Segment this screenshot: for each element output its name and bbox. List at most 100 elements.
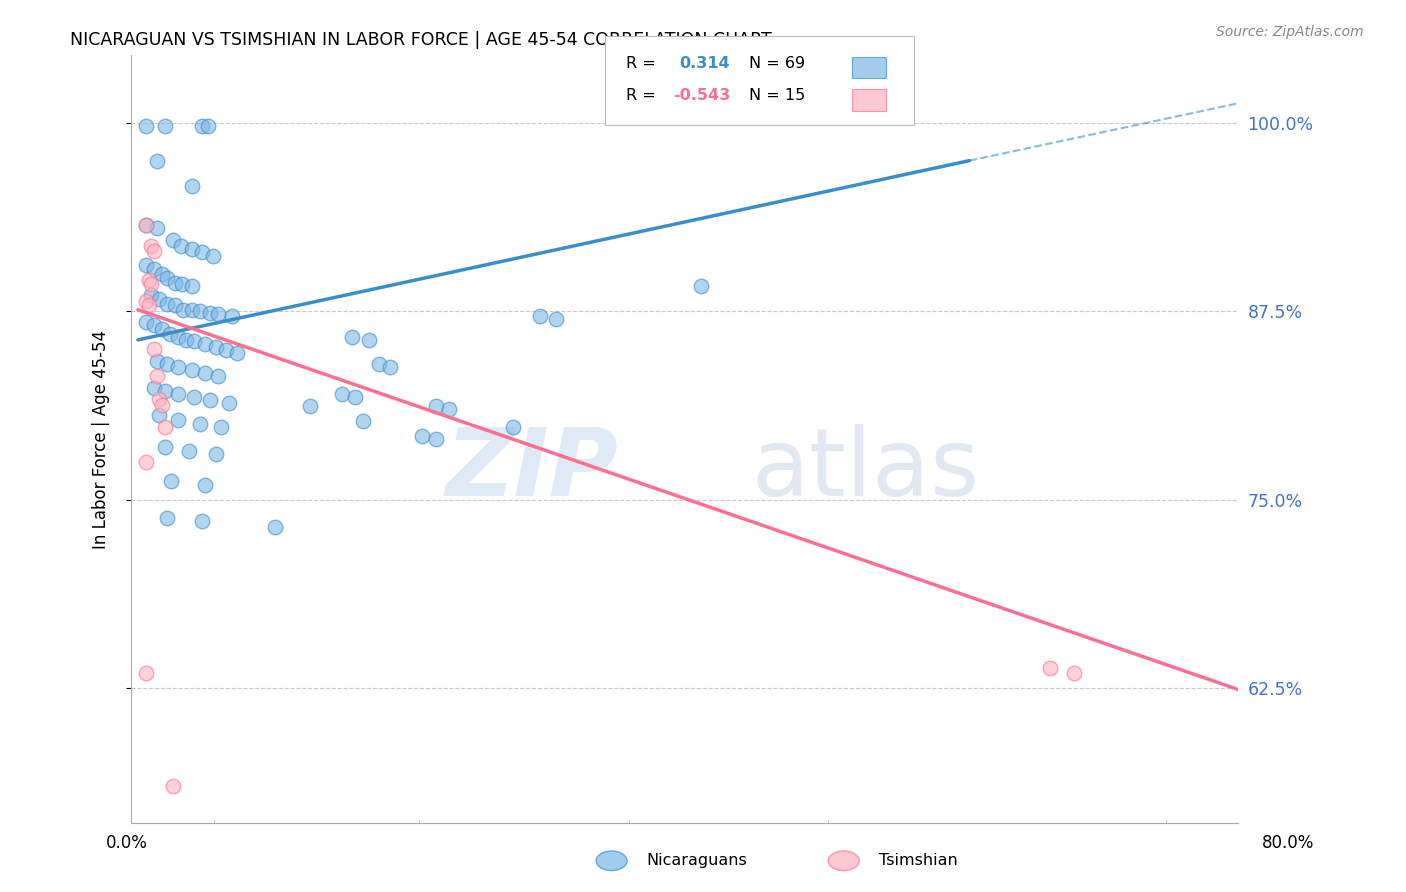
Point [150,398,173,412]
Text: ZIP: ZIP [446,424,619,516]
Text: N = 15: N = 15 [749,88,806,103]
Text: Tsimshian: Tsimshian [879,854,957,868]
Point [138,272,160,286]
Point [162,779,184,793]
Point [148,392,170,406]
Point [546,311,568,326]
Point [204,447,226,461]
Point [148,408,170,422]
Point [150,322,173,336]
Point [153,119,176,133]
Point [145,221,167,235]
Point [135,119,157,133]
Point [209,420,232,434]
Point [177,444,200,458]
Point [194,366,217,380]
Text: -0.543: -0.543 [673,88,731,103]
Point [502,420,524,434]
Point [1039,661,1062,675]
Point [188,417,211,432]
Point [188,304,211,318]
Point [172,277,194,292]
Text: NICARAGUAN VS TSIMSHIAN IN LABOR FORCE | AGE 45-54 CORRELATION CHART: NICARAGUAN VS TSIMSHIAN IN LABOR FORCE |… [70,31,772,49]
Text: Source: ZipAtlas.com: Source: ZipAtlas.com [1216,25,1364,39]
Point [194,477,217,491]
Point [143,342,166,356]
Point [183,334,205,349]
Text: R =: R = [626,56,655,71]
Point [200,306,222,320]
Point [411,429,433,443]
Point [143,262,166,277]
Point [180,278,202,293]
Point [368,357,391,371]
Point [425,399,447,413]
Point [167,359,190,374]
Point [170,239,193,253]
Point [167,413,190,427]
Point [153,420,176,434]
Point [690,278,713,293]
Point [218,396,240,410]
Point [226,346,249,360]
Point [180,302,202,317]
Point [425,432,447,446]
Point [529,309,551,323]
Point [197,119,219,133]
Point [263,519,285,533]
Text: 0.0%: 0.0% [105,834,148,852]
Point [150,267,173,281]
Point [172,302,194,317]
Point [135,455,157,469]
Point [156,296,179,310]
Point [207,307,229,321]
Point [153,384,176,398]
Point [159,326,181,341]
Point [204,340,226,354]
Point [141,239,163,253]
Point [330,387,353,401]
Point [221,309,243,323]
Point [191,245,214,260]
Point [352,414,374,428]
Point [180,179,202,194]
Point [167,387,190,401]
Point [180,243,202,257]
Point [200,393,222,408]
Text: 0.314: 0.314 [679,56,730,71]
Point [145,369,167,384]
Point [165,298,187,312]
Point [153,440,176,454]
Point [183,390,205,404]
Point [191,119,214,133]
Point [141,287,163,301]
Point [215,343,238,358]
Point [194,337,217,351]
Point [344,390,367,404]
Text: Nicaraguans: Nicaraguans [647,854,748,868]
Point [1063,665,1085,680]
Point [143,244,166,258]
Point [148,292,170,306]
Point [207,369,229,384]
Point [201,248,224,262]
Point [156,510,179,524]
Point [180,363,202,377]
Text: R =: R = [626,88,655,103]
Point [143,381,166,395]
Y-axis label: In Labor Force | Age 45-54: In Labor Force | Age 45-54 [93,330,110,549]
Point [145,153,167,168]
Text: atlas: atlas [751,424,979,516]
Point [378,359,401,374]
Point [156,357,179,371]
Point [298,399,321,413]
Point [342,330,364,344]
Point [143,318,166,332]
Text: N = 69: N = 69 [749,56,806,71]
Point [174,333,197,347]
Point [437,402,460,417]
Point [135,315,157,329]
Point [162,234,184,248]
Point [141,277,163,292]
Point [357,333,380,347]
